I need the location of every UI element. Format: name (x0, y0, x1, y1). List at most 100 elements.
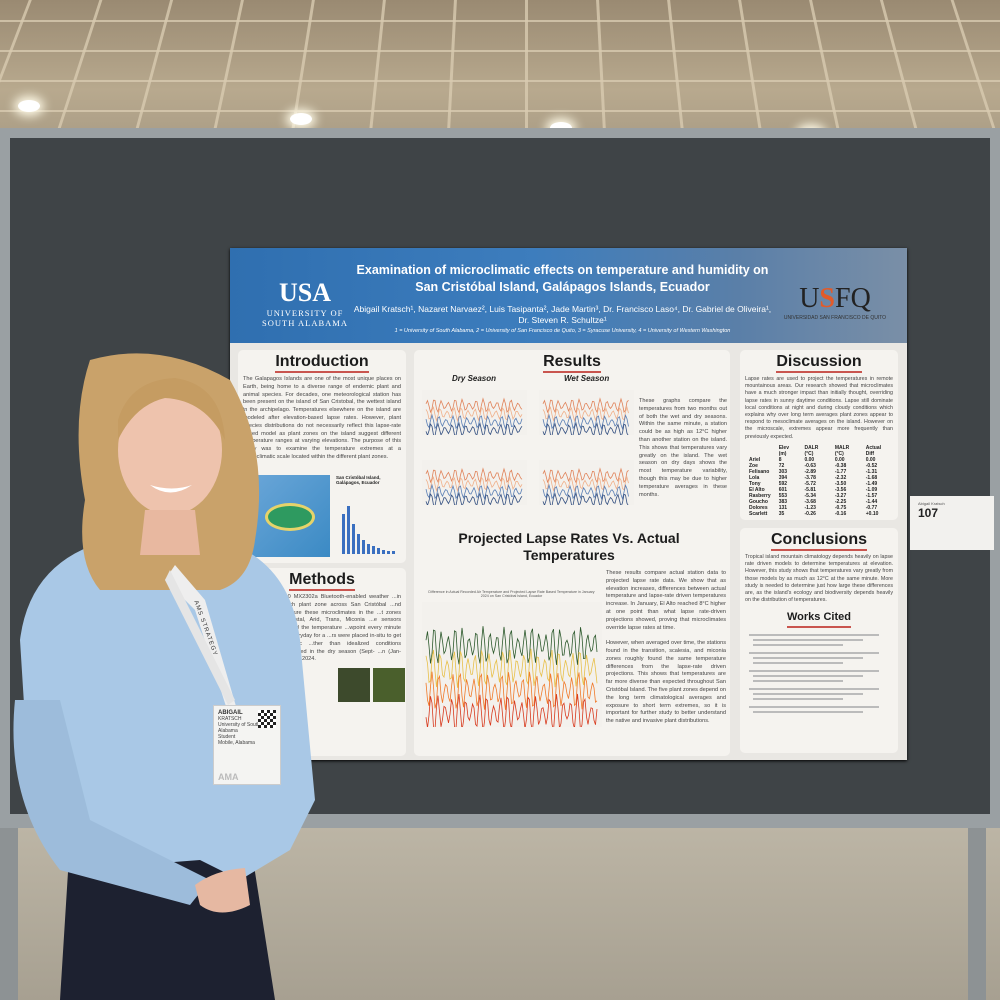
qr-code-icon (258, 710, 276, 728)
poster-affiliations: 1 = University of South Alabama, 2 = Uni… (394, 328, 731, 334)
reference-line (749, 652, 879, 655)
discussion-panel: Discussion Lapse rates are used to proje… (740, 350, 898, 520)
reference-line (753, 662, 843, 665)
dry-season-label: Dry Season (452, 374, 497, 383)
chart-series-line (425, 626, 598, 666)
reference-line (749, 706, 879, 709)
table-header: MALR (°C) (834, 444, 850, 457)
wet-season-label: Wet Season (564, 374, 610, 383)
reference-line (753, 644, 843, 647)
table-row: Tony 592 -5.72 -3.50 -1.49 (749, 480, 878, 487)
reference-line (753, 711, 863, 714)
island-map (250, 475, 330, 557)
chart-series-line (542, 491, 629, 505)
histogram-bar (342, 514, 345, 554)
results-heading: Results (543, 353, 601, 373)
chart-series-line (542, 413, 629, 431)
histogram-bar (367, 544, 370, 554)
ceiling-light (290, 113, 312, 125)
ceiling-beam (0, 110, 1000, 112)
introduction-panel: Introduction The Galapagos Islands are o… (238, 350, 406, 563)
chart-series-line (542, 406, 629, 423)
chart-series-line (425, 648, 598, 688)
lapse-rate-heading: Projected Lapse Rates Vs. Actual Tempera… (458, 530, 680, 563)
reference-line (753, 680, 843, 683)
histogram-bar (387, 551, 390, 554)
ceiling (0, 0, 1000, 150)
map-label: San Cristóbal Island, Galápagos, Ecuador (336, 475, 381, 485)
reference-line (749, 634, 879, 637)
discussion-heading: Discussion (776, 353, 862, 373)
chart-series-line (542, 397, 629, 414)
forest-photo-2 (373, 668, 405, 702)
island-shape (265, 503, 315, 531)
ceiling-truss (525, 0, 528, 150)
wet-season-chart-1 (539, 390, 634, 435)
chart-series-line (542, 483, 629, 501)
histogram-bar (392, 551, 395, 554)
table-row: Rasberry 553 -5.34 -3.27 -1.57 (749, 492, 878, 499)
reference-line (749, 688, 879, 691)
table-row: Lola 394 -3.78 -2.32 -1.68 (749, 474, 878, 481)
poster-number-tag: Abigail Kratsch 107 (910, 496, 994, 550)
table-header: Elev (m) (778, 444, 789, 457)
results-panel: Results Dry Season Wet Season These grap… (414, 350, 730, 756)
chart-series-line (542, 476, 629, 493)
table-header: DALR (°C) (804, 444, 819, 457)
chart-series-line (425, 671, 598, 710)
histogram-bar (372, 546, 375, 554)
chart-series-line (425, 467, 523, 484)
results-text-1: These graphs compare the temperatures fr… (639, 398, 727, 498)
introduction-text: The Galapagos Islands are one of the mos… (243, 376, 401, 460)
results-text-2-3: These results compare actual station dat… (606, 570, 726, 725)
ceiling-light (18, 100, 40, 112)
table-header (745, 445, 775, 457)
histogram-bar (362, 540, 365, 554)
reference-line (753, 639, 863, 642)
dry-season-chart-1 (422, 390, 527, 435)
chart-series-line (425, 476, 523, 493)
introduction-heading: Introduction (275, 353, 369, 373)
works-cited-list (745, 634, 893, 714)
histogram-bar (377, 548, 380, 554)
forest-photo-1 (338, 668, 370, 702)
poster-number: 107 (918, 506, 939, 520)
chart-series-line (425, 421, 523, 435)
histogram-bar (352, 524, 355, 554)
conclusions-panel: Conclusions Tropical island mountain cli… (740, 528, 898, 753)
discussion-text: Lapse rates are used to project the temp… (745, 376, 893, 440)
reference-line (753, 675, 863, 678)
histogram-bar (357, 534, 360, 554)
presenter-person (13, 353, 315, 1000)
table-row: El Alto 601 -5.81 -3.56 -1.09 (749, 486, 878, 493)
board-stand-left (0, 800, 18, 1000)
chart-series-line (542, 421, 629, 435)
chart-series-line (542, 467, 629, 484)
usfq-logo: USFQ UNIVERSIDAD SAN FRANCISCO DE QUITO (783, 283, 887, 321)
ceiling-beam (0, 20, 1000, 22)
histogram-bar (347, 506, 350, 554)
wet-season-chart-2 (539, 460, 634, 505)
name-badge: ABIGAIL KRATSCH University of South Alab… (213, 705, 281, 785)
poster-authors: Abigail Kratsch¹, Nazaret Narvaez², Luis… (353, 304, 772, 325)
poster-banner: USA UNIVERSITY OF SOUTH ALABAMA Examinat… (230, 248, 907, 343)
conclusions-heading: Conclusions (770, 531, 867, 551)
chart-series-line (425, 397, 523, 414)
table-row: Scarlett 35 -0.26 -0.16 +0.10 (749, 510, 879, 517)
chart-series-line (425, 491, 523, 505)
lapse-chart-title: Difference in Actual Recorded Air Temper… (428, 590, 595, 598)
dry-season-chart-2 (422, 460, 527, 505)
methods-heading: Methods (289, 571, 355, 591)
table-row: Felisano 303 -2.89 -1.77 -1.31 (749, 468, 878, 475)
chart-series-line (425, 483, 523, 501)
histogram-chart (342, 506, 395, 554)
conclusions-text: Tropical island mountain climatology dep… (745, 554, 893, 604)
table-row: Dolores 131 -1.23 -0.75 -0.77 (749, 504, 878, 511)
chart-series-line (425, 406, 523, 423)
ceiling-beam (0, 50, 1000, 52)
table-row: Ariel 8 0.00 0.00 0.00 (749, 456, 876, 463)
lapse-difference-chart (422, 602, 602, 727)
histogram-bar (382, 550, 385, 554)
table-header: Actual Diff (865, 444, 882, 457)
lapse-rate-table: Elev (m) DALR (°C) MALR (°C) Actual Diff Ari… (745, 445, 893, 517)
